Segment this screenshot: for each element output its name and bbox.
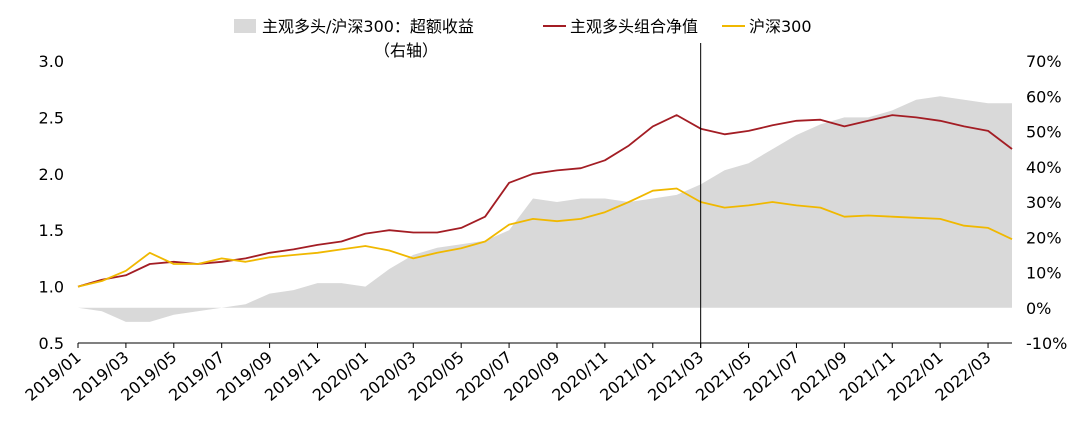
right-axis-tick-label: 30%	[1026, 193, 1062, 212]
right-axis-tick-label: 0%	[1026, 299, 1051, 318]
legend-label-excess: 主观多头/沪深300：超额收益	[262, 17, 474, 36]
series-csi-line	[77, 187, 1013, 288]
left-axis-tick-label: 2.5	[39, 108, 64, 127]
right-axis-tick-label: 20%	[1026, 228, 1062, 247]
right-axis-tick-label: 50%	[1026, 123, 1062, 142]
left-axis-tick-label: 2.0	[39, 165, 64, 184]
legend-label-csi: 沪深300	[749, 17, 812, 36]
right-axis-tick-label: 40%	[1026, 158, 1062, 177]
right-axis-tick-label: 60%	[1026, 87, 1062, 106]
legend: 主观多头/沪深300：超额收益 （右轴） 主观多头组合净值 沪深300	[234, 17, 812, 60]
right-axis-tick-label: -10%	[1026, 334, 1067, 353]
left-axis-tick-label: 3.0	[39, 52, 64, 71]
legend-label-excess-sub: （右轴）	[374, 41, 438, 60]
right-axis-tick-label: 70%	[1026, 52, 1062, 71]
right-axis-tick-label: 10%	[1026, 264, 1062, 283]
left-axis-tick-label: 1.5	[39, 221, 64, 240]
legend-label-active: 主观多头组合净值	[570, 17, 698, 36]
left-axis-tick-label: 1.0	[39, 278, 64, 297]
legend-swatch-excess	[234, 19, 256, 33]
left-axis-tick-label: 0.5	[39, 334, 64, 353]
plot-area: 0.5 1.0 1.5 2.0 2.5 3.0 -10% 0% 10% 20% 30% 40% 50% 6…	[21, 43, 1067, 405]
series-excess-area	[78, 96, 1012, 322]
